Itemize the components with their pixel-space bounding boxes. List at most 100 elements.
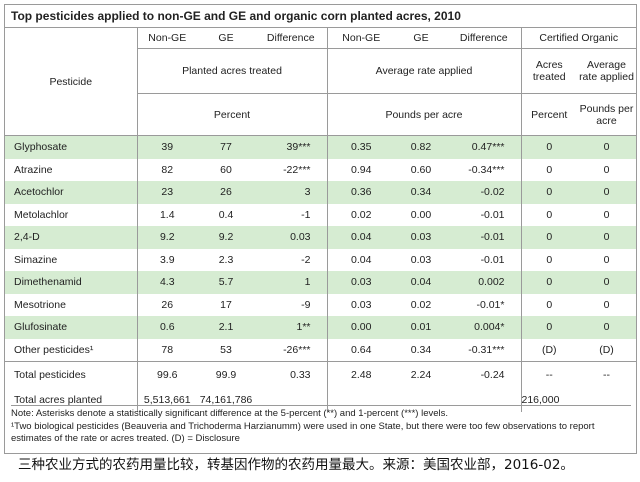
table-row: Dimethenamid 4.3 5.7 1 0.03 0.04 0.002 0… <box>5 271 636 294</box>
ge-rate: 2.24 <box>395 361 447 387</box>
ge-percent: 99.9 <box>197 361 255 387</box>
table-row: Simazine 3.9 2.3 -2 0.04 0.03 -0.01 0 0 <box>5 248 636 271</box>
note-asterisks: Note: Asterisks denote a statistically s… <box>11 408 449 419</box>
table-figure: Top pesticides applied to non-GE and GE … <box>4 4 637 454</box>
image-caption: 三种农业方式的农药用量比较，转基因作物的农药用量最大。来源：美国农业部，2016… <box>18 457 574 473</box>
organic-average-rate: 0 <box>603 253 610 266</box>
non-ge-rate: 0.02 <box>326 203 395 226</box>
organic-average-rate: 0 <box>603 163 610 176</box>
ge-acres: 74,161,786 <box>199 393 253 406</box>
ge-percent: 17 <box>220 298 232 311</box>
planted-acres-treated-header: Planted acres treated <box>136 48 327 94</box>
difference-rate: 0.002 <box>447 271 521 294</box>
organic-pounds-unit-header: Pounds per acre <box>577 93 636 136</box>
non-ge-acres: 5,513,661 <box>136 387 197 412</box>
non-ge-rate: 0.04 <box>326 226 395 249</box>
g1-ge-header: GE <box>197 27 255 49</box>
non-ge-rate: 0.94 <box>326 158 395 181</box>
pesticide-name: Simazine <box>14 253 58 266</box>
difference-percent: 39*** <box>255 135 327 159</box>
ge-rate: 0.60 <box>410 163 432 176</box>
ge-percent: 53 <box>220 343 232 356</box>
pounds-per-acre-unit-header: Pounds per acre <box>326 93 521 136</box>
pesticide-name: Acetochlor <box>5 181 137 204</box>
organic-average-rate: 0 <box>577 271 636 294</box>
table-row: 2,4-D 9.2 9.2 0.03 0.04 0.03 -0.01 0 0 <box>5 226 636 249</box>
organic-acres: 216,000 <box>520 387 636 412</box>
non-ge-percent: 99.6 <box>136 361 197 387</box>
note-footnote: ¹Two biological pesticides (Beauveria an… <box>11 420 595 445</box>
difference-rate: 0.47*** <box>447 135 521 159</box>
non-ge-percent: 0.6 <box>136 316 197 339</box>
organic-acres-treated: 0 <box>520 293 577 316</box>
non-ge-rate: 2.48 <box>326 361 395 387</box>
non-ge-rate: 0.00 <box>326 316 395 339</box>
organic-acres-treated: (D) <box>520 338 577 362</box>
organic-average-rate: (D) <box>599 343 614 356</box>
ge-rate: 0.34 <box>395 181 447 204</box>
difference-rate: -0.01 <box>447 226 521 249</box>
ge-rate: 0.04 <box>395 271 447 294</box>
average-rate-applied-header: Average rate applied <box>326 48 521 94</box>
organic-average-rate: 0 <box>603 208 610 221</box>
empty-cell <box>326 387 395 412</box>
organic-average-rate: -- <box>577 361 636 387</box>
certified-organic-header: Certified Organic <box>520 27 636 49</box>
non-ge-percent: 1.4 <box>136 203 197 226</box>
difference-percent: 0.33 <box>255 361 327 387</box>
total-pesticides-row: Total pesticides 99.6 99.9 0.33 2.48 2.2… <box>5 361 636 387</box>
organic-acres-treated: 0 <box>520 135 577 159</box>
difference-rate: -0.24 <box>447 361 521 387</box>
organic-acres-treated: 0 <box>520 158 577 181</box>
pesticide-name: Atrazine <box>14 163 53 176</box>
difference-rate: 0.004* <box>447 316 521 339</box>
non-ge-percent: 23 <box>136 181 197 204</box>
non-ge-percent: 4.3 <box>136 271 197 294</box>
header-row-units: Percent Pounds per acre Percent Pounds p… <box>5 93 636 136</box>
organic-acres-treated: 0 <box>520 271 577 294</box>
ge-rate: 0.02 <box>410 298 432 311</box>
pesticide-name: Mesotrione <box>14 298 66 311</box>
organic-acres-treated-header: Acres treated <box>520 48 577 94</box>
table-row: Acetochlor 23 26 3 0.36 0.34 -0.02 0 0 <box>5 181 636 204</box>
organic-average-rate: 0 <box>577 181 636 204</box>
non-ge-rate: 0.04 <box>326 248 395 271</box>
ge-rate: 0.01 <box>395 316 447 339</box>
table-title: Top pesticides applied to non-GE and GE … <box>11 9 461 23</box>
header-row-measures: Planted acres treated Average rate appli… <box>5 48 636 94</box>
table-row: Other pesticides¹ 78 53 -26*** 0.64 0.34… <box>5 338 636 362</box>
table-row: Metolachlor 1.4 0.4 -1 0.02 0.00 -0.01 0… <box>5 203 636 226</box>
non-ge-percent: 39 <box>136 135 197 159</box>
non-ge-percent: 26 <box>136 293 197 316</box>
non-ge-rate: 0.03 <box>326 293 395 316</box>
pesticide-table: Pesticide Non-GE GE Difference Non-GE GE… <box>5 27 636 412</box>
ge-rate: 0.00 <box>410 208 432 221</box>
ge-percent: 9.2 <box>197 226 255 249</box>
ge-percent: 5.7 <box>197 271 255 294</box>
organic-acres-treated: 0 <box>520 226 577 249</box>
table-row: Atrazine 82 60 -22*** 0.94 0.60 -0.34***… <box>5 158 636 181</box>
organic-average-rate-header: Average rate applied <box>577 48 636 94</box>
difference-percent: 3 <box>255 181 327 204</box>
non-ge-percent: 82 <box>136 158 197 181</box>
g2-difference-header: Difference <box>447 27 521 49</box>
organic-acres-treated: 0 <box>520 248 577 271</box>
difference-rate: -0.31*** <box>468 343 505 356</box>
ge-percent: 0.4 <box>218 208 234 221</box>
ge-percent: 2.1 <box>197 316 255 339</box>
difference-percent: 1 <box>255 271 327 294</box>
g2-ge-header: GE <box>395 27 447 49</box>
pesticide-header: Pesticide <box>5 27 137 136</box>
difference-percent: 0.03 <box>255 226 327 249</box>
organic-acres-treated: 0 <box>520 181 577 204</box>
difference-rate: -0.01 <box>480 208 505 221</box>
header-row-columns: Pesticide Non-GE GE Difference Non-GE GE… <box>5 27 636 136</box>
organic-acres-treated: -- <box>520 361 577 387</box>
difference-percent: -22*** <box>283 163 311 176</box>
organic-acres-treated: 0 <box>520 203 577 226</box>
total-acres-label: Total acres planted <box>14 393 103 406</box>
non-ge-rate: 0.35 <box>326 135 395 159</box>
table-row: Glyphosate 39 77 39*** 0.35 0.82 0.47***… <box>5 135 636 159</box>
organic-acres-treated: 0 <box>520 316 577 339</box>
difference-percent: -2 <box>301 253 311 266</box>
